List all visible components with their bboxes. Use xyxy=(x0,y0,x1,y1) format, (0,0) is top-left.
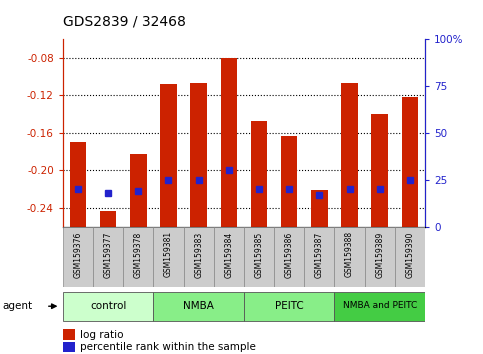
Bar xyxy=(123,227,154,287)
Text: GSM159376: GSM159376 xyxy=(73,232,83,278)
Bar xyxy=(190,83,207,227)
Bar xyxy=(70,142,86,227)
Bar xyxy=(100,211,116,227)
Bar xyxy=(274,227,304,287)
Bar xyxy=(304,227,334,287)
Text: GSM159390: GSM159390 xyxy=(405,232,414,278)
Text: agent: agent xyxy=(2,301,32,311)
Text: GSM159389: GSM159389 xyxy=(375,232,384,278)
Text: GSM159381: GSM159381 xyxy=(164,232,173,278)
Bar xyxy=(244,292,334,321)
Text: NMBA and PEITC: NMBA and PEITC xyxy=(342,301,417,310)
Bar xyxy=(93,227,123,287)
Bar xyxy=(221,58,237,227)
Bar xyxy=(184,227,213,287)
Bar xyxy=(213,227,244,287)
Text: GSM159387: GSM159387 xyxy=(315,232,324,278)
Text: GDS2839 / 32468: GDS2839 / 32468 xyxy=(63,14,185,28)
Bar xyxy=(154,292,244,321)
Bar xyxy=(281,136,298,227)
Text: GSM159385: GSM159385 xyxy=(255,232,264,278)
Text: GSM159377: GSM159377 xyxy=(103,232,113,278)
Bar xyxy=(63,292,154,321)
Text: PEITC: PEITC xyxy=(275,301,304,310)
Bar xyxy=(334,292,425,321)
Bar xyxy=(154,227,184,287)
Text: GSM159378: GSM159378 xyxy=(134,232,143,278)
Bar xyxy=(251,121,267,227)
Text: percentile rank within the sample: percentile rank within the sample xyxy=(80,342,256,352)
Text: GSM159386: GSM159386 xyxy=(284,232,294,278)
Bar xyxy=(160,84,177,227)
Bar xyxy=(341,83,358,227)
Text: control: control xyxy=(90,301,126,310)
Text: GSM159384: GSM159384 xyxy=(224,232,233,278)
Bar xyxy=(395,227,425,287)
Bar xyxy=(130,154,146,227)
Bar xyxy=(311,190,327,227)
Bar xyxy=(371,114,388,227)
Text: NMBA: NMBA xyxy=(183,301,214,310)
Text: GSM159388: GSM159388 xyxy=(345,232,354,278)
Bar xyxy=(365,227,395,287)
Bar xyxy=(244,227,274,287)
Bar xyxy=(402,97,418,227)
Text: log ratio: log ratio xyxy=(80,330,123,339)
Bar xyxy=(63,227,93,287)
Text: GSM159383: GSM159383 xyxy=(194,232,203,278)
Bar xyxy=(334,227,365,287)
